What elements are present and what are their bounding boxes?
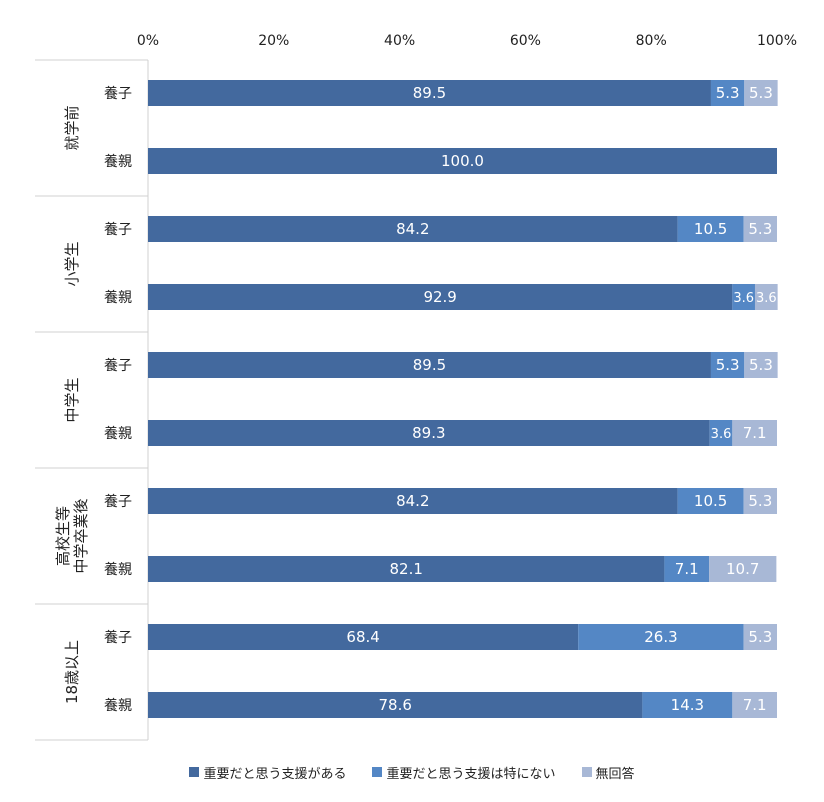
group-label-line: 小学生 [63, 241, 81, 286]
data-label: 89.5 [413, 84, 446, 102]
group-label: 中学生 [63, 377, 81, 422]
category-label: 養子 [104, 357, 132, 374]
category-label: 養子 [104, 221, 132, 238]
group-label-line: 中学卒業後 [72, 498, 90, 573]
data-label: 7.1 [675, 560, 699, 578]
bar-segment [732, 284, 755, 310]
data-label: 89.5 [413, 356, 446, 374]
bar-segment [148, 556, 665, 582]
bar-segment [710, 80, 745, 106]
bar-segment [148, 284, 733, 310]
category-label: 養親 [104, 697, 132, 714]
data-label: 100.0 [441, 152, 484, 170]
data-label: 82.1 [390, 560, 423, 578]
bar-segment [148, 692, 643, 718]
x-tick-label: 100% [757, 33, 797, 49]
data-label: 10.5 [694, 492, 727, 510]
x-tick-label: 20% [258, 33, 289, 49]
data-label: 5.3 [716, 84, 740, 102]
bar-segment [710, 352, 745, 378]
bar-segment [744, 80, 778, 106]
legend-item-2: 無回答 [581, 763, 635, 782]
legend-label-0: 重要だと思う支援がある [203, 766, 347, 782]
legend-item-0: 重要だと思う支援がある [189, 763, 346, 782]
bar-segment [744, 352, 778, 378]
data-label: 10.7 [726, 560, 759, 578]
data-label: 5.3 [748, 220, 772, 238]
group-label: 18歳以上 [63, 640, 81, 704]
group-label-line: 就学前 [63, 105, 81, 150]
bar-segment [677, 488, 744, 514]
bar-segment [148, 148, 777, 174]
data-label: 68.4 [346, 628, 379, 646]
x-tick-label: 80% [636, 33, 667, 49]
data-label: 5.3 [749, 356, 773, 374]
category-label: 養子 [104, 493, 132, 510]
group-label-line: 18歳以上 [63, 640, 81, 704]
bar-segment [743, 216, 777, 242]
legend-swatch-1 [372, 767, 383, 777]
bar-segment [148, 352, 711, 378]
bar-segment [148, 216, 678, 242]
bar-segment [743, 624, 777, 650]
data-label: 14.3 [671, 696, 704, 714]
bar-segment [743, 488, 777, 514]
legend-label-1: 重要だと思う支援は特にない [386, 766, 556, 782]
data-label: 10.5 [694, 220, 727, 238]
category-label: 養子 [104, 85, 132, 102]
data-label: 92.9 [423, 288, 456, 306]
legend-item-1: 重要だと思う支援は特にない [372, 763, 556, 782]
group-label-line: 高校生等 [54, 506, 72, 566]
data-label: 26.3 [644, 628, 677, 646]
bar-segment [148, 624, 579, 650]
x-tick-label: 60% [510, 33, 541, 49]
data-label: 78.6 [378, 696, 411, 714]
bar-segment [642, 692, 733, 718]
data-label: 5.3 [749, 84, 773, 102]
x-tick-label: 40% [384, 33, 415, 49]
bar-segment [709, 420, 733, 446]
category-label: 養子 [104, 629, 132, 646]
legend: 重要だと思う支援がある 重要だと思う支援は特にない 無回答 [0, 760, 824, 784]
bar-segment [664, 556, 710, 582]
data-label: 89.3 [412, 424, 445, 442]
legend-label-2: 無回答 [595, 766, 635, 782]
data-label: 5.3 [748, 492, 772, 510]
category-label: 養親 [104, 561, 132, 578]
data-label: 3.6 [756, 291, 777, 306]
group-label: 小学生 [63, 241, 81, 286]
category-label: 養親 [104, 153, 132, 170]
group-label: 高校生等中学卒業後 [54, 498, 90, 573]
legend-swatch-0 [189, 767, 200, 777]
bar-segment [677, 216, 744, 242]
data-label: 3.6 [733, 291, 754, 306]
data-label: 7.1 [743, 696, 767, 714]
data-label: 5.3 [748, 628, 772, 646]
bar-segment [148, 420, 710, 446]
bar-segment [148, 80, 711, 106]
group-label: 就学前 [63, 105, 81, 150]
data-label: 84.2 [396, 220, 429, 238]
data-label: 5.3 [716, 356, 740, 374]
bar-segment [709, 556, 777, 582]
data-label: 84.2 [396, 492, 429, 510]
data-label: 7.1 [743, 424, 767, 442]
x-tick-label: 0% [137, 33, 159, 49]
data-label: 3.6 [711, 427, 732, 442]
bar-segment [148, 488, 678, 514]
bar-segment [754, 284, 778, 310]
bar-segment [578, 624, 744, 650]
category-label: 養親 [104, 425, 132, 442]
bar-segment [732, 420, 777, 446]
bar-segment [732, 692, 777, 718]
category-label: 養親 [104, 289, 132, 306]
group-label-line: 中学生 [63, 377, 81, 422]
legend-swatch-2 [581, 767, 592, 777]
